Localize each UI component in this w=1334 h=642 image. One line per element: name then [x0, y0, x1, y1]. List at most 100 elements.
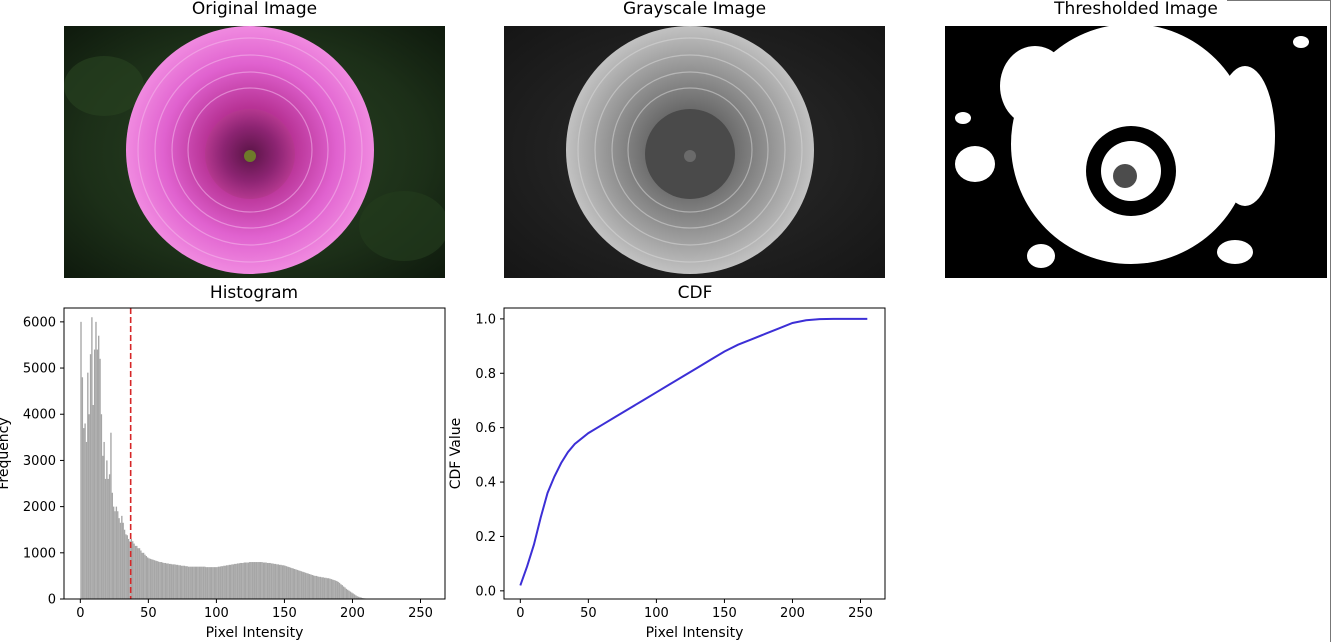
histogram-bar	[85, 441, 88, 599]
histogram-bar	[208, 567, 210, 599]
original-image-title: Original Image	[191, 0, 318, 19]
cdf-frame	[503, 307, 886, 600]
histogram-bar	[337, 581, 339, 599]
histogram-bar	[92, 405, 94, 599]
histogram-bar	[321, 577, 323, 599]
histogram-bar	[360, 597, 362, 599]
histogram-bar	[281, 565, 284, 599]
histogram-bar	[251, 562, 254, 599]
histogram-bar	[108, 474, 111, 599]
y-tick-label: 0.8	[475, 367, 496, 382]
x-tick-label: 50	[580, 606, 597, 621]
histogram-bar	[87, 372, 89, 599]
histogram-bar	[238, 563, 240, 599]
histogram-bar	[234, 563, 236, 599]
histogram-bar	[264, 562, 266, 599]
y-axis-label: CDF Value	[448, 418, 464, 490]
histogram-title: Histogram	[210, 283, 298, 303]
histogram-bar	[336, 580, 338, 599]
histogram-bar	[200, 566, 202, 599]
y-tick-label: 4000	[23, 408, 56, 423]
histogram-bar	[313, 575, 315, 599]
histogram-bar	[83, 428, 85, 599]
grayscale-image-title: Grayscale Image	[622, 0, 767, 19]
histogram-bar	[141, 552, 143, 599]
histogram-bar	[144, 554, 146, 599]
histogram-bar	[219, 566, 221, 599]
histogram-bar	[95, 321, 97, 599]
histogram-bar	[287, 566, 289, 599]
histogram-bar	[325, 577, 327, 599]
histogram-bar	[98, 335, 100, 599]
histogram-bar	[272, 563, 274, 599]
histogram-bar	[115, 506, 118, 599]
histogram-bar	[307, 573, 309, 599]
histogram-bar	[278, 564, 281, 599]
window-edge-right	[1330, 0, 1331, 642]
histogram-bar	[250, 562, 252, 599]
histogram-bar	[349, 591, 352, 599]
histogram-bar	[334, 580, 337, 599]
histogram-bar	[352, 593, 354, 599]
histogram-bar	[311, 574, 314, 599]
histogram-bar	[107, 478, 109, 599]
histogram-chart: Histogram 0 50 100 150 200 250 0 1000 2000 3000 40…	[0, 283, 446, 641]
histogram-bar	[227, 565, 229, 599]
thresholded-image	[945, 26, 1327, 278]
histogram-bar	[239, 562, 241, 599]
histogram-bar	[347, 589, 349, 599]
histogram-bar	[194, 566, 196, 599]
histogram-bar	[348, 590, 350, 599]
x-axis-label: Pixel Intensity	[646, 625, 744, 641]
histogram-bar	[332, 579, 334, 599]
histogram-bar	[242, 562, 244, 599]
histogram-bar	[323, 577, 326, 599]
cdf-title: CDF	[678, 283, 713, 303]
histogram-bar	[231, 564, 233, 599]
x-tick-label: 200	[780, 606, 805, 621]
histogram-bar	[80, 321, 82, 599]
histogram-bar	[258, 562, 260, 599]
histogram-bar	[187, 566, 190, 599]
histogram-bar	[176, 564, 179, 599]
histogram-bar	[123, 529, 126, 599]
y-tick-label: 3000	[23, 454, 56, 469]
y-tick-label: 0.4	[475, 476, 496, 491]
histogram-bar	[89, 354, 92, 599]
histogram-bar	[99, 358, 101, 599]
histogram-bar	[155, 560, 157, 599]
histogram-bar	[355, 595, 357, 599]
histogram-bar	[232, 564, 235, 599]
histogram-bar	[357, 596, 360, 599]
histogram-bar	[244, 562, 247, 599]
histogram-bar	[205, 567, 207, 599]
histogram-bar	[122, 522, 124, 599]
histogram-bar	[121, 515, 123, 599]
histogram-bar	[197, 566, 199, 599]
histogram-bar	[111, 492, 113, 599]
histogram-bar	[295, 569, 297, 599]
x-tick-label: 100	[644, 606, 669, 621]
histogram-bar	[189, 566, 191, 599]
x-tick-label: 50	[140, 606, 157, 621]
histogram-bar	[254, 562, 256, 599]
histogram-bar	[318, 576, 320, 599]
histogram-bar	[174, 564, 176, 599]
histogram-bar	[179, 565, 182, 599]
histogram-bar	[333, 580, 335, 599]
x-tick-label: 0	[76, 606, 84, 621]
histogram-bar	[127, 538, 130, 599]
histogram-bar	[276, 564, 278, 599]
histogram-bar	[262, 562, 265, 599]
histogram-bar	[327, 578, 330, 599]
histogram-bar	[193, 566, 195, 599]
window-edge-top	[1227, 0, 1331, 1]
histogram-bar	[326, 578, 328, 599]
y-tick-label: 6000	[23, 315, 56, 330]
x-axis-label: Pixel Intensity	[206, 625, 304, 641]
histogram-bar	[283, 565, 285, 599]
histogram-bar	[182, 565, 184, 599]
grayscale-image	[504, 26, 885, 278]
histogram-bar	[117, 511, 119, 599]
histogram-bar	[298, 570, 300, 599]
